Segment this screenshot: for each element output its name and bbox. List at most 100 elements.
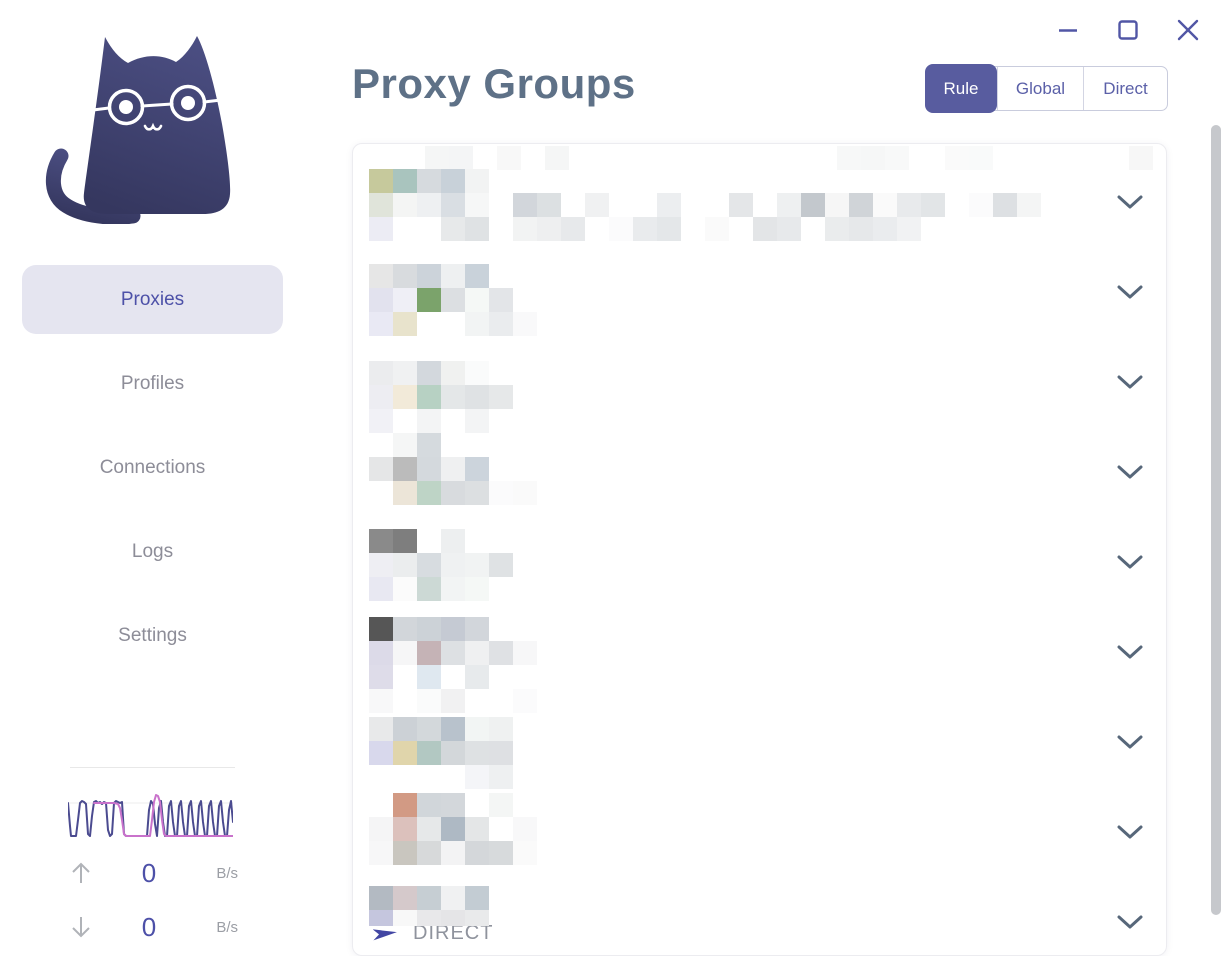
- redacted-text-block: [465, 841, 489, 865]
- expand-group-button[interactable]: [1106, 187, 1154, 217]
- scrollbar-thumb[interactable]: [1211, 125, 1221, 915]
- redacted-text-block: [393, 264, 417, 288]
- redacted-text-block: [393, 617, 417, 641]
- redacted-text-block: [993, 193, 1017, 217]
- redacted-text-block: [465, 765, 489, 789]
- expand-group-button[interactable]: [1106, 277, 1154, 307]
- redacted-text-block: [393, 361, 417, 385]
- cat-eye-left: [119, 100, 133, 114]
- redacted-text-block: [657, 193, 681, 217]
- redacted-text-block: [1017, 193, 1041, 217]
- redacted-text-block: [465, 665, 489, 689]
- upload-arrow-icon: [72, 862, 90, 883]
- redacted-text-block: [489, 288, 513, 312]
- redacted-text-block: [489, 481, 513, 505]
- redacted-text-block: [513, 817, 537, 841]
- redacted-text-block: [705, 217, 729, 241]
- expand-group-button[interactable]: [1106, 367, 1154, 397]
- sidebar-item-settings[interactable]: Settings: [118, 624, 187, 646]
- redacted-text-block: [513, 689, 537, 713]
- upload-speed-unit: B/s: [216, 864, 238, 882]
- sidebar-item-profiles[interactable]: Profiles: [120, 372, 185, 394]
- redacted-text-block: [393, 577, 417, 601]
- redacted-text-block: [513, 217, 537, 241]
- chevron-down-icon: [1117, 285, 1143, 299]
- proxy-groups-card: DIRECT: [352, 143, 1167, 956]
- proxy-node-direct[interactable]: DIRECT: [373, 922, 493, 945]
- mode-option-rule[interactable]: Rule: [925, 64, 997, 113]
- redacted-text-block: [465, 169, 489, 193]
- download-line: [93, 794, 233, 837]
- sidebar-item-proxies[interactable]: Proxies: [22, 265, 283, 334]
- redacted-text-block: [465, 385, 489, 409]
- close-icon: [1177, 19, 1199, 41]
- redacted-text-block: [849, 217, 873, 241]
- redacted-text-block: [801, 193, 825, 217]
- redacted-text-block: [369, 665, 393, 689]
- sidebar-item-connections[interactable]: Connections: [99, 456, 206, 478]
- redacted-text-block: [369, 817, 393, 841]
- redacted-text-block: [417, 910, 441, 926]
- minimize-icon: [1059, 29, 1077, 32]
- expand-group-button[interactable]: [1106, 907, 1154, 937]
- redacted-text-block: [885, 146, 909, 170]
- redacted-text-block: [609, 217, 633, 241]
- redacted-text-block: [465, 481, 489, 505]
- expand-group-button[interactable]: [1106, 817, 1154, 847]
- redacted-text-block: [945, 146, 969, 170]
- redacted-text-block: [393, 385, 417, 409]
- download-speed-row: 0 B/s: [68, 912, 238, 942]
- redacted-text-block: [465, 553, 489, 577]
- mode-option-global[interactable]: Global: [997, 67, 1083, 110]
- redacted-text-block: [393, 886, 417, 910]
- redacted-text-block: [369, 312, 393, 336]
- redacted-text-block: [441, 529, 465, 553]
- redacted-text-block: [417, 717, 441, 741]
- redacted-text-block: [369, 385, 393, 409]
- redacted-text-block: [825, 217, 849, 241]
- redacted-text-block: [417, 741, 441, 765]
- redacted-text-block: [513, 841, 537, 865]
- redacted-text-block: [369, 217, 393, 241]
- redacted-text-block: [465, 264, 489, 288]
- upload-speed-row: 0 B/s: [68, 858, 238, 888]
- redacted-text-block: [441, 793, 465, 817]
- sidebar-item-logs[interactable]: Logs: [131, 540, 174, 562]
- redacted-text-block: [513, 641, 537, 665]
- redacted-text-block: [465, 910, 489, 926]
- redacted-text-block: [369, 717, 393, 741]
- redacted-text-block: [417, 288, 441, 312]
- redacted-text-block: [441, 910, 465, 926]
- expand-group-button[interactable]: [1106, 637, 1154, 667]
- redacted-text-block: [465, 617, 489, 641]
- close-button[interactable]: [1172, 14, 1204, 46]
- redacted-text-block: [825, 193, 849, 217]
- expand-group-button[interactable]: [1106, 457, 1154, 487]
- expand-group-button[interactable]: [1106, 727, 1154, 757]
- redacted-text-block: [393, 641, 417, 665]
- chevron-down-icon: [1117, 735, 1143, 749]
- redacted-text-block: [393, 793, 417, 817]
- cat-eye-right: [181, 96, 195, 110]
- redacted-text-block: [393, 717, 417, 741]
- redacted-text-block: [417, 385, 441, 409]
- redacted-text-block: [777, 217, 801, 241]
- redacted-text-block: [465, 457, 489, 481]
- expand-group-button[interactable]: [1106, 547, 1154, 577]
- redacted-text-block: [441, 717, 465, 741]
- redacted-text-block: [417, 457, 441, 481]
- redacted-text-block: [441, 641, 465, 665]
- mode-option-direct[interactable]: Direct: [1083, 67, 1167, 110]
- redacted-text-block: [489, 717, 513, 741]
- redacted-text-block: [393, 741, 417, 765]
- redacted-text-block: [441, 617, 465, 641]
- redacted-text-block: [417, 641, 441, 665]
- maximize-button[interactable]: [1112, 14, 1144, 46]
- minimize-button[interactable]: [1052, 14, 1084, 46]
- redacted-text-block: [393, 910, 417, 926]
- redacted-text-block: [489, 793, 513, 817]
- redacted-text-block: [465, 409, 489, 433]
- redacted-text-block: [369, 617, 393, 641]
- redacted-text-block: [449, 146, 473, 170]
- traffic-sparkline-chart: [68, 794, 233, 837]
